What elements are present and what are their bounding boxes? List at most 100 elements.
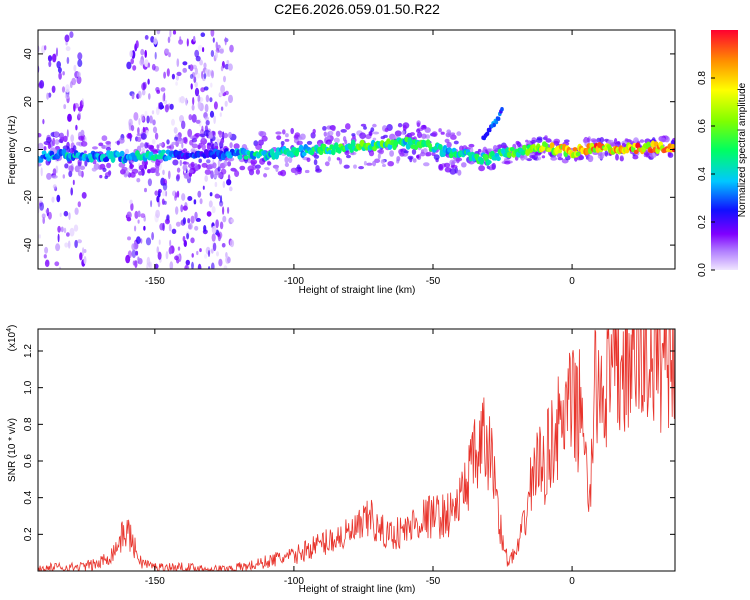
spectrogram-spread-dot [431, 151, 436, 157]
spectrogram-noise-dot [222, 181, 226, 188]
spectrogram-spread-dot [421, 133, 427, 139]
spectrogram-noise-dot [220, 106, 224, 111]
spectrogram-harmonic-mark [485, 131, 490, 136]
spectrogram-spread-dot [60, 136, 65, 142]
spectrogram-spread-dot [550, 156, 558, 161]
spectrogram-noise-dot [169, 30, 172, 38]
spectrogram-noise-dot [197, 44, 203, 52]
y-tick-label: 0.2 [23, 527, 34, 541]
spectrogram-noise-dot [211, 225, 217, 234]
snr-series-line [38, 329, 675, 571]
spectrogram-noise-dot [154, 132, 159, 140]
spectrogram-noise-dot [144, 49, 147, 58]
spectrogram-noise-dot [183, 240, 187, 247]
spectrogram-spread-dot [101, 145, 107, 149]
spectrogram-spread-dot [255, 168, 260, 175]
spectrogram-spread-dot [450, 134, 457, 140]
spectrogram-spread-dot [670, 139, 675, 146]
spectrogram-spread-dot [296, 164, 301, 170]
y-tick-label: 40 [23, 48, 34, 60]
spectrogram-noise-dot [164, 104, 169, 113]
spectrogram-noise-dot [152, 119, 156, 126]
spectrogram-noise-dot [176, 58, 180, 67]
spectrogram-marks [38, 30, 675, 269]
spectrogram-noise-dot [134, 260, 138, 269]
spectrogram-noise-dot [229, 239, 235, 248]
spectrogram-noise-dot [62, 174, 65, 179]
spectrogram-spread-dot [106, 162, 112, 169]
spectrogram-noise-dot [158, 102, 161, 110]
spectrogram-noise-dot [148, 93, 151, 100]
spectrogram-noise-dot [168, 52, 171, 58]
spectrogram-noise-dot [186, 38, 189, 47]
spectrogram-noise-dot [227, 63, 233, 71]
spectrogram-noise-dot [194, 49, 200, 58]
spectrogram-noise-dot [57, 225, 61, 233]
spectrogram-ridge-mark [635, 142, 641, 149]
spectrogram-noise-dot [158, 239, 161, 245]
spectrogram-spread-dot [130, 172, 136, 178]
spectrogram-noise-dot [203, 73, 207, 79]
spectrogram-spread-dot [233, 143, 240, 150]
spectrogram-noise-dot [67, 240, 71, 249]
spectrogram-noise-dot [130, 125, 135, 132]
spectrogram-noise-dot [196, 250, 199, 256]
spectrogram-spread-dot [420, 151, 426, 157]
spectrogram-spread-dot [500, 144, 508, 149]
spectrogram-spread-dot [172, 159, 179, 166]
spectrogram-spread-dot [64, 163, 69, 169]
spectrogram-spread-dot [150, 169, 156, 173]
spectrogram-spread-dot [639, 139, 645, 143]
spectrogram-noise-dot [191, 114, 197, 123]
spectrogram-spread-dot [372, 160, 377, 167]
spectrogram-spread-dot [38, 142, 44, 150]
spectrogram-spread-dot [360, 123, 367, 127]
spectrogram-spread-dot [217, 166, 221, 172]
spectrogram-noise-dot [63, 210, 69, 217]
y-tick-label: 1.2 [23, 344, 34, 358]
spectrogram-spread-dot [322, 125, 327, 131]
spectrogram-noise-dot [182, 61, 188, 66]
spectrogram-noise-dot [176, 190, 180, 198]
snr-frame [37, 328, 676, 572]
spectrogram-spread-dot [280, 141, 285, 146]
spectrogram-noise-dot [144, 110, 148, 117]
spectrogram-noise-dot [219, 112, 222, 117]
spectrogram-noise-dot [226, 179, 232, 186]
spectrogram-spread-dot [116, 140, 120, 146]
spectrogram-ridge-mark [333, 142, 339, 150]
svg-text:(x104): (x104) [6, 325, 18, 352]
spectrogram-noise-dot [197, 263, 202, 269]
spectrogram-noise-dot [83, 256, 87, 265]
colorbar-label: Normalized spectral amplitude [737, 82, 748, 217]
spectrogram-noise-dot [124, 148, 130, 155]
spectrogram-noise-dot [147, 78, 150, 85]
spectrogram-ridge-mark [522, 144, 527, 151]
spectrogram-spread-dot [457, 169, 462, 176]
spectrogram-spread-dot [45, 136, 52, 144]
spectrogram-harmonic-mark [500, 107, 504, 112]
spectrogram-noise-dot [199, 248, 202, 253]
spectrogram-spread-dot [544, 135, 548, 140]
spectrogram-noise-dot [139, 59, 145, 66]
spectrogram-spread-dot [529, 155, 536, 159]
spectrogram-spread-dot [524, 154, 528, 160]
spectrogram-noise-dot [179, 115, 184, 123]
spectrogram-harmonic-mark [494, 119, 499, 125]
spectrogram-spread-dot [535, 138, 543, 143]
spectrogram-spread-dot [105, 140, 112, 145]
spectrogram-spread-dot [223, 160, 228, 167]
spectrogram-spread-dot [141, 160, 148, 167]
spectrogram-noise-dot [206, 159, 211, 164]
spectrogram-noise-dot [131, 93, 135, 100]
spectrogram-noise-dot [201, 125, 204, 132]
spectrogram-spread-dot [358, 166, 364, 170]
spectrogram-noise-dot [191, 104, 195, 111]
spectrogram-noise-dot [188, 222, 193, 230]
spectrogram-noise-dot [149, 115, 153, 124]
spectrogram-spread-dot [182, 161, 190, 165]
spectrogram-spread-dot [220, 168, 227, 175]
spectrogram-spread-dot [312, 128, 316, 134]
spectrogram-noise-dot [210, 30, 215, 37]
spectrogram-spread-dot [199, 133, 206, 138]
